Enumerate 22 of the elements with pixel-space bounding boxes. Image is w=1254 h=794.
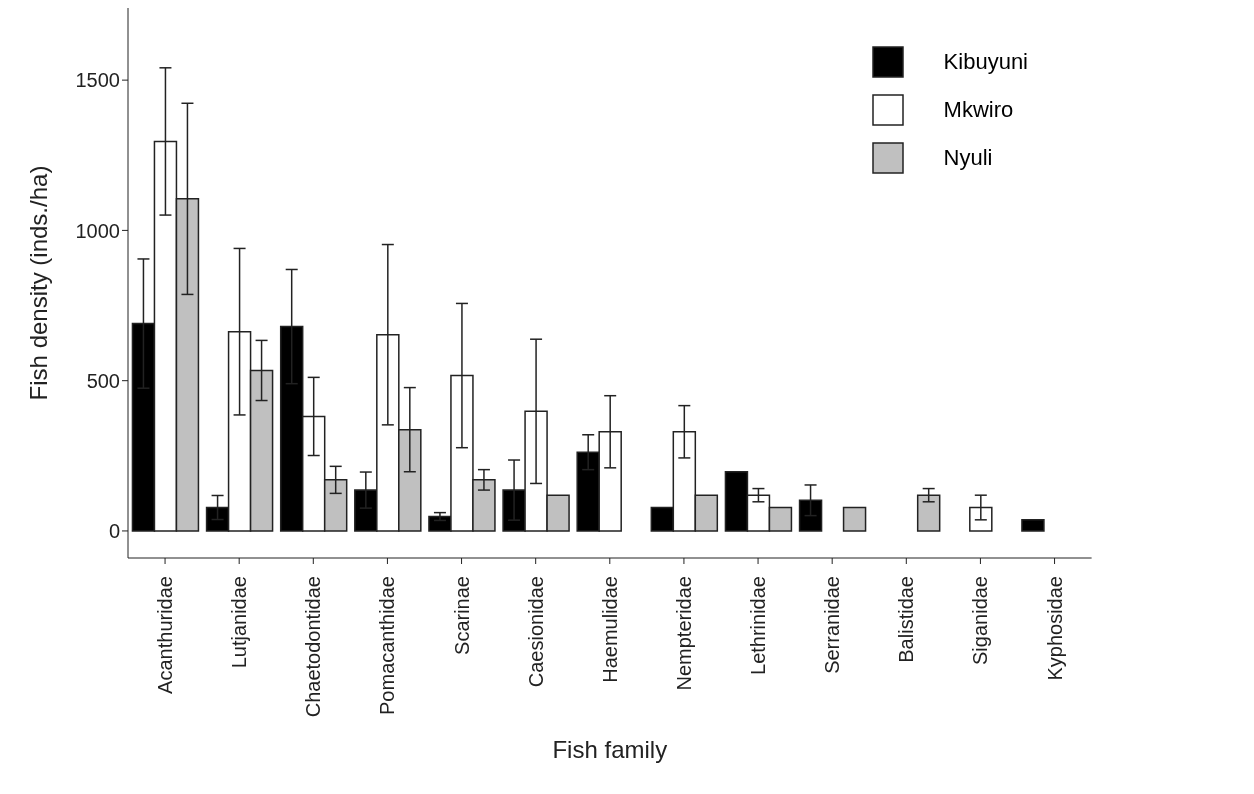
y-tick-label: 1000: [75, 219, 120, 242]
x-tick-label: Lutjanidae: [228, 576, 251, 669]
y-axis-title: Fish density (inds./ha): [24, 165, 52, 401]
x-tick-label: Serranidae: [821, 576, 844, 674]
x-tick-label: Kyphosidae: [1043, 576, 1066, 681]
x-tick-label: Scarinae: [450, 576, 473, 655]
x-tick-label: Lethrinidae: [747, 576, 770, 675]
y-tick-label: 0: [108, 520, 120, 543]
x-tick-label: Acanthuridae: [154, 576, 177, 694]
x-tick-label: Balistidae: [895, 576, 918, 663]
legend-label: Kibuyuni: [943, 48, 1028, 76]
x-tick-label: Siganidae: [969, 576, 992, 665]
x-tick-label: Haemulidae: [598, 576, 621, 683]
legend-label: Mkwiro: [943, 96, 1014, 124]
x-tick-label: Caesionidae: [524, 576, 547, 688]
y-tick-label: 1500: [75, 69, 120, 92]
x-tick-label: Chaetodontidae: [302, 576, 325, 718]
x-tick-label: Nempteridae: [672, 576, 695, 691]
y-tick-label: 500: [86, 369, 120, 392]
x-tick-label: Pomacanthidae: [376, 576, 399, 715]
x-axis-title: Fish family: [552, 736, 668, 763]
legend-label: Nyuli: [943, 144, 993, 172]
